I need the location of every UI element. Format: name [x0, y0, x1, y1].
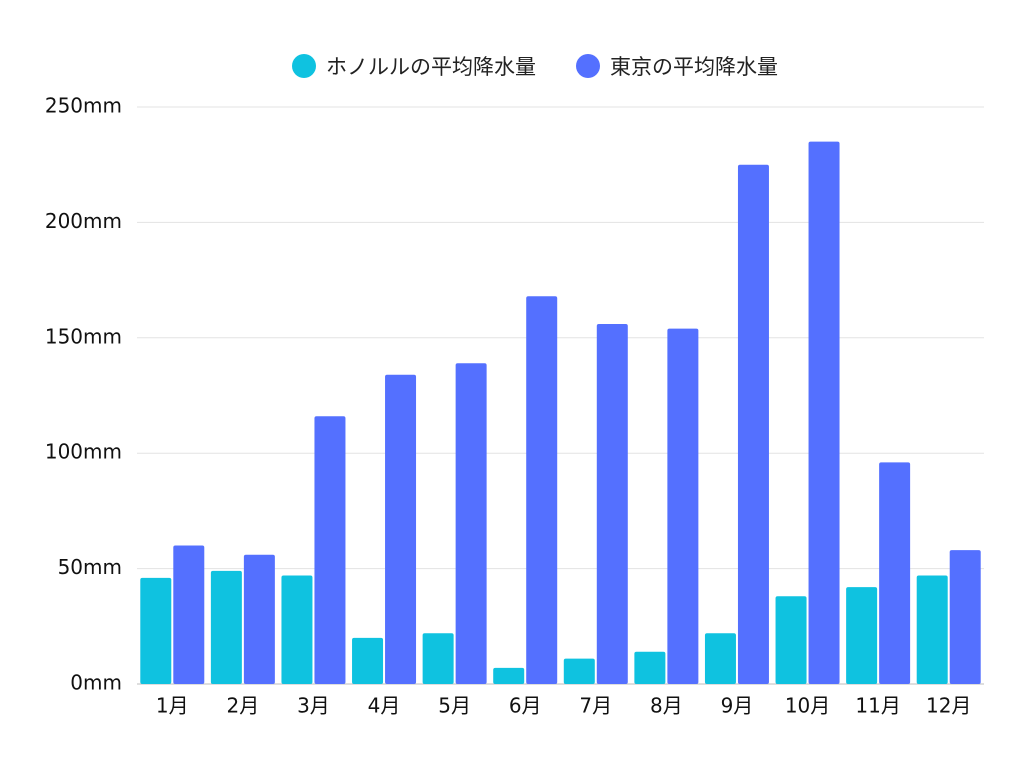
bar-tokyo-3[interactable] [314, 416, 346, 684]
bar-honolulu-2[interactable] [210, 570, 242, 684]
bar-tokyo-10[interactable] [808, 141, 840, 684]
bar-honolulu-3[interactable] [281, 575, 313, 684]
x-tick-label-3: 3月 [297, 694, 330, 718]
bar-honolulu-6[interactable] [493, 667, 525, 684]
x-tick-label-1: 1月 [156, 694, 189, 718]
bar-honolulu-12[interactable] [916, 575, 948, 684]
bar-tokyo-12[interactable] [949, 550, 981, 684]
x-tick-label-8: 8月 [650, 694, 683, 718]
y-tick-label-150: 150mm [45, 324, 122, 348]
x-tick-label-10: 10月 [785, 694, 830, 718]
bar-honolulu-10[interactable] [775, 596, 807, 684]
x-tick-label-4: 4月 [368, 694, 401, 718]
y-tick-label-100: 100mm [45, 440, 122, 464]
bar-honolulu-11[interactable] [846, 587, 878, 684]
bar-tokyo-5[interactable] [455, 363, 487, 684]
bar-tokyo-2[interactable] [243, 554, 275, 684]
bar-tokyo-9[interactable] [737, 164, 769, 684]
x-tick-label-6: 6月 [509, 694, 542, 718]
legend-swatch-tokyo [576, 54, 600, 78]
bar-honolulu-5[interactable] [422, 633, 454, 684]
x-tick-label-7: 7月 [579, 694, 612, 718]
bar-tokyo-1[interactable] [173, 545, 205, 684]
bar-honolulu-7[interactable] [563, 658, 595, 684]
legend-label-tokyo: 東京の平均降水量 [610, 55, 778, 79]
bar-honolulu-9[interactable] [704, 633, 736, 684]
y-tick-label-50: 50mm [58, 555, 122, 579]
legend-label-honolulu: ホノルルの平均降水量 [326, 55, 536, 79]
bar-tokyo-11[interactable] [879, 462, 911, 684]
bar-honolulu-4[interactable] [352, 637, 384, 684]
legend-swatch-honolulu [292, 54, 316, 78]
x-tick-label-5: 5月 [438, 694, 471, 718]
bar-tokyo-4[interactable] [385, 374, 417, 684]
bar-tokyo-7[interactable] [596, 323, 628, 684]
bar-tokyo-8[interactable] [667, 328, 699, 684]
x-tick-label-2: 2月 [227, 694, 260, 718]
legend-item-tokyo[interactable]: 東京の平均降水量 [576, 51, 778, 81]
y-tick-label-200: 200mm [45, 209, 122, 233]
bar-honolulu-1[interactable] [140, 577, 172, 684]
bar-honolulu-8[interactable] [634, 651, 666, 684]
x-tick-label-11: 11月 [855, 694, 900, 718]
y-tick-label-0: 0mm [70, 671, 122, 695]
chart-legend: ホノルルの平均降水量 東京の平均降水量 [292, 50, 778, 82]
x-tick-label-12: 12月 [926, 694, 971, 718]
legend-item-honolulu[interactable]: ホノルルの平均降水量 [292, 51, 536, 81]
y-tick-label-250: 250mm [45, 94, 122, 118]
bar-tokyo-6[interactable] [526, 296, 558, 684]
x-tick-label-9: 9月 [721, 694, 754, 718]
